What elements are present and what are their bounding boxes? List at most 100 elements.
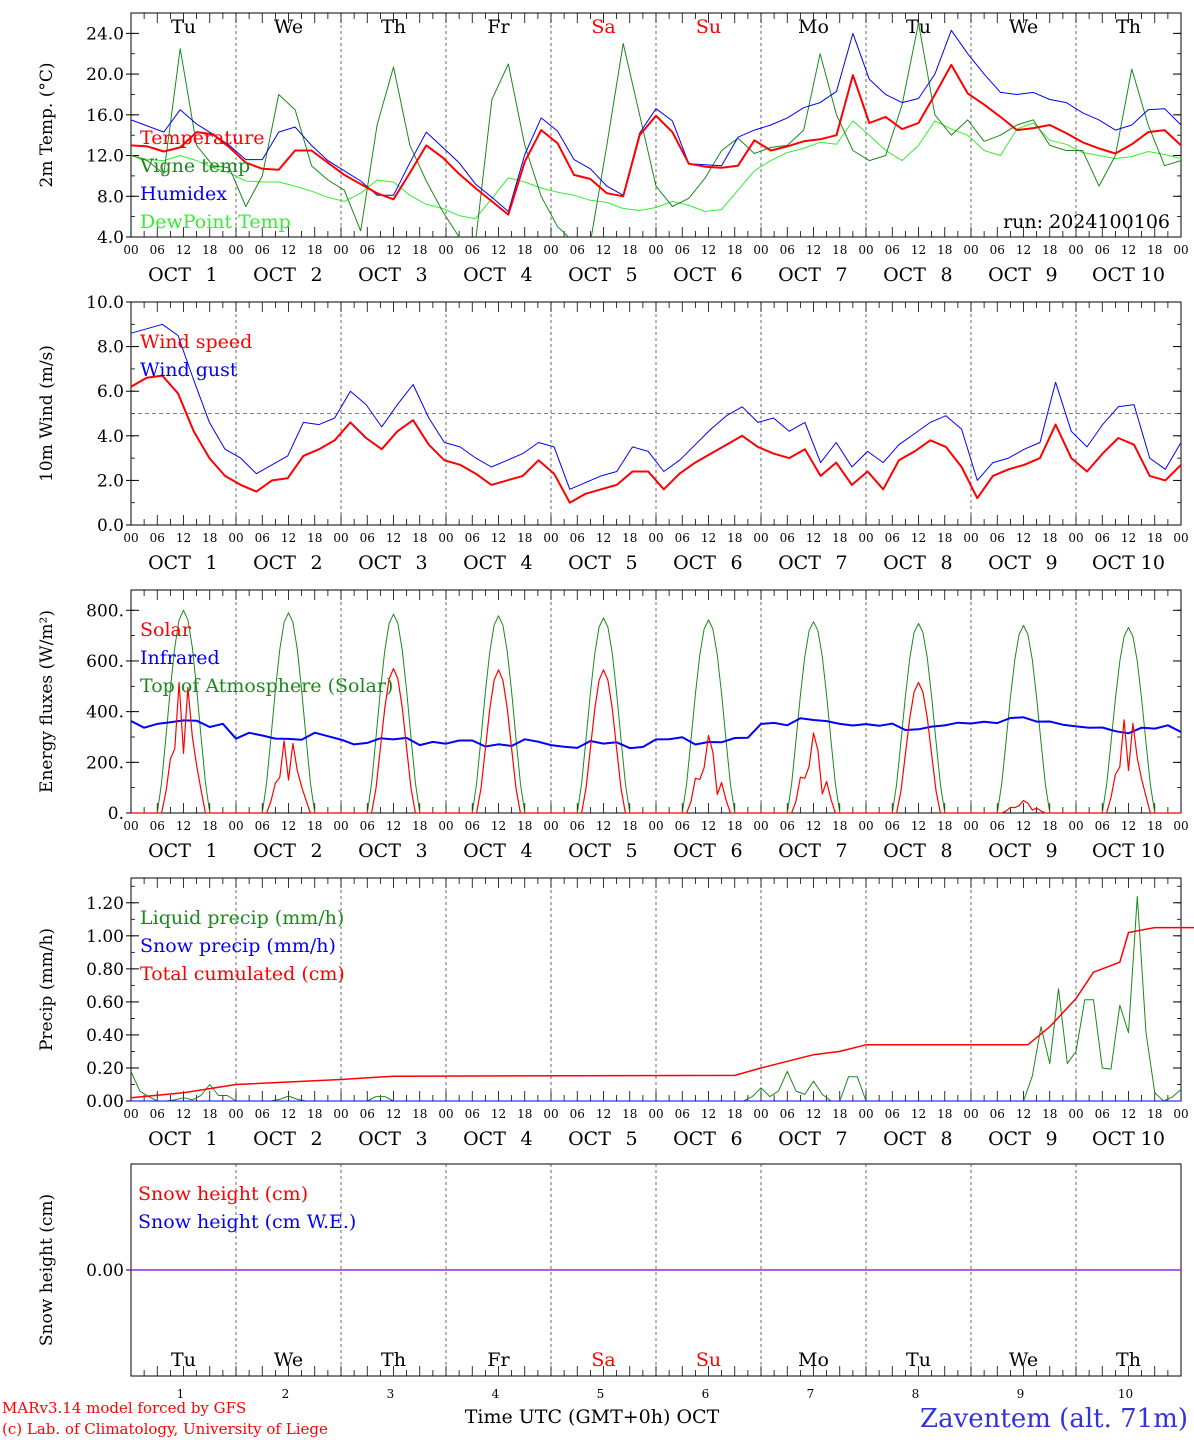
month-label: OCT [253,552,296,574]
day-of-week-label: Sa [591,1349,615,1371]
hour-tick-label: 00 [123,819,138,833]
hour-tick-label: 12 [596,243,611,257]
hour-tick-label: 00 [333,819,348,833]
date-label: 5 [625,552,637,574]
month-label: OCT [988,1128,1031,1150]
hour-tick-label: 18 [412,531,427,545]
month-label: OCT [673,264,716,286]
y-axis-label: 2m Temp. (°C) [37,62,57,187]
hour-tick-label: 00 [333,243,348,257]
month-label: OCT [358,264,401,286]
hour-tick-label: 12 [806,531,821,545]
hour-tick-label: 12 [386,243,401,257]
hour-tick-label: 00 [648,243,663,257]
hour-tick-label: 18 [307,531,322,545]
station-name: Zaventem (alt. 71m) [920,1404,1188,1434]
month-label: OCT [358,840,401,862]
hour-tick-label: 06 [780,1107,795,1121]
date-label: 6 [730,552,742,574]
y-tick-label: 4.0 [97,228,124,248]
date-label: 7 [835,840,847,862]
model-credit: MARv3.14 model forced by GFS [2,1399,246,1417]
month-label: OCT [883,552,926,574]
day-of-week-label: Sa [591,16,615,38]
date-number: 4 [492,1387,500,1401]
y-tick-label: 8.0 [97,338,124,358]
month-label: OCT [463,552,506,574]
hour-tick-label: 06 [465,819,480,833]
hour-tick-label: 18 [202,531,217,545]
hour-tick-label: 06 [255,243,270,257]
hour-tick-label: 18 [307,1107,322,1121]
date-label: 3 [415,552,427,574]
date-label: 9 [1045,264,1057,286]
hour-tick-label: 00 [333,531,348,545]
y-tick-label: 0.00 [86,1092,124,1112]
hour-tick-label: 18 [622,819,637,833]
hour-tick-label: 06 [990,819,1005,833]
hour-tick-label: 12 [911,531,926,545]
hour-tick-label: 00 [963,819,978,833]
legend-solar: Solar [140,619,192,641]
hour-tick-label: 18 [412,819,427,833]
hour-tick-label: 12 [281,1107,296,1121]
hour-tick-label: 06 [570,1107,585,1121]
hour-tick-label: 18 [727,531,742,545]
lab-credit: (c) Lab. of Climatology, University of L… [2,1420,328,1438]
y-tick-label: 0. [108,804,124,824]
hour-tick-label: 00 [123,531,138,545]
day-of-week-label: Th [381,16,406,38]
day-of-week-label: Tu [171,16,196,38]
month-label: OCT [673,552,716,574]
month-label: OCT [988,840,1031,862]
hour-tick-label: 06 [885,243,900,257]
hour-tick-label: 18 [1042,531,1057,545]
y-tick-label: 12.0 [86,147,124,167]
date-label: 8 [940,552,952,574]
date-label: OCT 10 [1092,552,1165,574]
y-tick-label: 600. [86,652,124,672]
month-label: OCT [778,552,821,574]
hour-tick-label: 00 [858,243,873,257]
month-label: OCT [988,264,1031,286]
day-of-week-label: Mo [798,1349,829,1371]
date-number: 1 [177,1387,185,1401]
hour-tick-label: 00 [438,819,453,833]
series-solar [131,667,1181,814]
month-label: OCT [568,1128,611,1150]
hour-tick-label: 18 [1042,1107,1057,1121]
hour-tick-label: 18 [622,531,637,545]
day-of-week-label: Fr [487,1349,510,1371]
hour-tick-label: 06 [885,1107,900,1121]
hour-tick-label: 00 [963,243,978,257]
day-of-week-label: Su [696,16,721,38]
hour-tick-label: 00 [438,1107,453,1121]
hour-tick-label: 18 [412,1107,427,1121]
hour-tick-label: 00 [543,1107,558,1121]
month-label: OCT [883,840,926,862]
month-label: OCT [148,264,191,286]
day-of-week-label: Su [696,1349,721,1371]
hour-tick-label: 06 [675,1107,690,1121]
hour-tick-label: 00 [858,531,873,545]
series-humidex [131,29,1181,212]
date-number: 2 [282,1387,290,1401]
day-of-week-label: Th [1116,16,1141,38]
panel-border [130,12,1182,238]
hour-tick-label: 12 [1016,1107,1031,1121]
hour-tick-label: 06 [150,531,165,545]
date-label: 2 [310,552,322,574]
hour-tick-label: 06 [360,1107,375,1121]
date-label: 7 [835,1128,847,1150]
legend-snow-height-cm-: Snow height (cm) [138,1183,308,1205]
hour-tick-label: 06 [570,243,585,257]
date-label: OCT 10 [1092,1128,1165,1150]
hour-tick-label: 18 [727,243,742,257]
date-label: 8 [940,1128,952,1150]
y-tick-label: 0.80 [86,960,124,980]
hour-tick-label: 00 [1173,531,1188,545]
legend-snow-height-cm-w-e-: Snow height (cm W.E.) [138,1211,356,1233]
legend-humidex: Humidex [140,183,227,205]
legend-liquid-precip-mm-h-: Liquid precip (mm/h) [140,907,344,929]
date-number: 10 [1118,1387,1133,1401]
